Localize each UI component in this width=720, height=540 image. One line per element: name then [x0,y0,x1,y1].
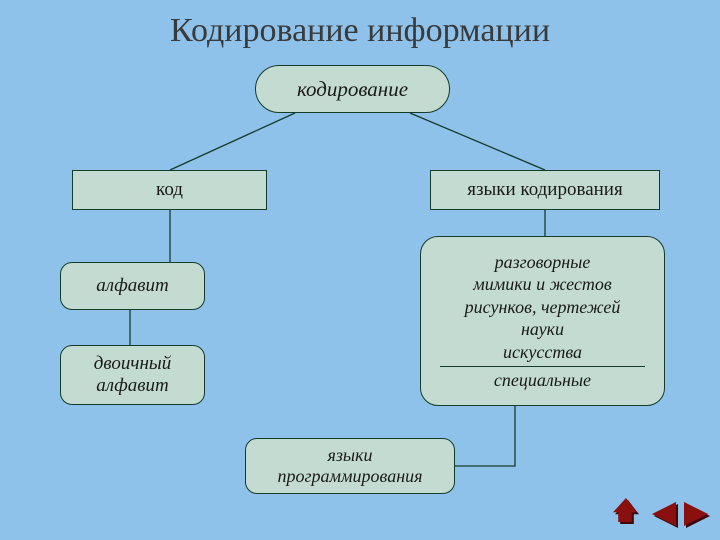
node-code: код [72,170,267,210]
home-icon [613,498,639,524]
node-binary-label-2: алфавит [94,375,171,397]
node-binary-alphabet: двоичный алфавит [60,345,205,405]
node-root: кодирование [255,65,450,113]
home-button[interactable] [613,498,639,524]
node-language-kinds: разговорные мимики и жестов рисунков, че… [420,236,665,406]
node-binary-label-1: двоичный [94,353,171,375]
node-alphabet: алфавит [60,262,205,310]
lang-kind-3: науки [521,318,564,341]
page-title: Кодирование информации [0,12,720,50]
node-alphabet-label: алфавит [96,275,168,297]
node-languages-label: языки кодирования [467,179,622,201]
arrow-right-icon [684,500,712,528]
node-root-label: кодирование [297,77,408,102]
lang-kind-1: мимики и жестов [473,273,611,296]
next-button[interactable] [684,500,712,528]
node-prog-label-2: программирования [278,466,423,487]
lang-kind-4: искусства [503,341,582,364]
diagram-stage: Кодирование информации кодирование код я… [0,0,720,540]
lang-kind-special: специальные [494,369,591,392]
arrow-left-icon [650,500,678,528]
lang-kind-2: рисунков, чертежей [465,296,621,319]
node-prog-label-1: языки [278,445,423,466]
prev-button[interactable] [650,500,678,528]
node-languages: языки кодирования [430,170,660,210]
language-kinds-divider [440,366,644,367]
node-code-label: код [156,179,183,201]
lang-kind-0: разговорные [495,251,591,274]
node-programming-languages: языки программирования [245,438,455,494]
